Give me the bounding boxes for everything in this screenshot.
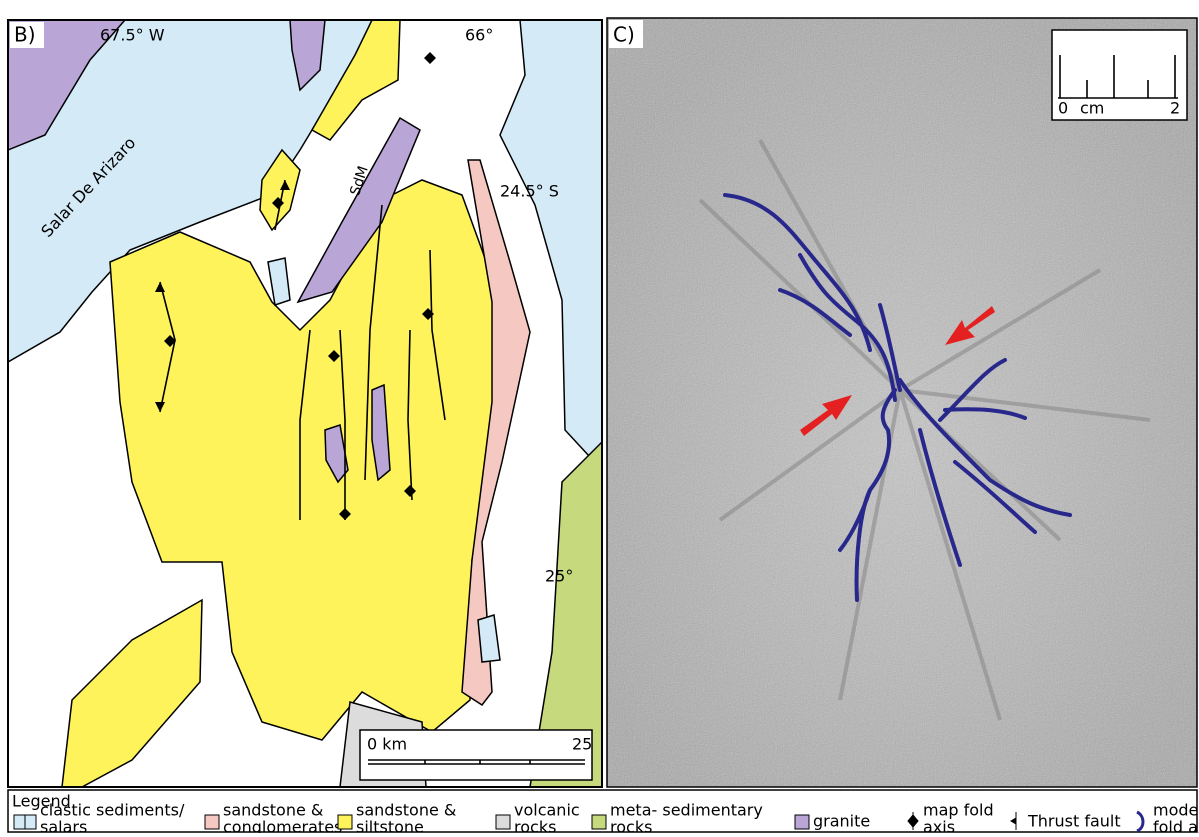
legend-label: siltstone: [356, 818, 424, 834]
longitude-label: 66°: [465, 26, 493, 45]
legend-swatch: [338, 815, 352, 829]
legend-label: rocks: [610, 818, 652, 834]
panel-label: C): [613, 23, 635, 47]
latitude-label: 24.5° S: [500, 182, 559, 201]
legend-swatch: [592, 815, 606, 829]
page: B) 67.5° W 66° 24.5° S 25° Salar De Ariz…: [0, 0, 1199, 833]
legend-label: Thrust fault: [1027, 812, 1121, 831]
panel-label: B): [14, 23, 36, 47]
legend-label: granite: [813, 812, 870, 831]
scale-unit: cm: [1080, 99, 1104, 118]
latitude-label: 25°: [545, 567, 573, 586]
model-photo: [607, 18, 1197, 787]
longitude-label: 67.5° W: [100, 26, 165, 45]
legend-label: fold axis: [1153, 818, 1199, 834]
legend-label: axis: [923, 818, 955, 834]
figure: B) 67.5° W 66° 24.5° S 25° Salar De Ariz…: [0, 0, 1199, 833]
legend-label: conglomerates: [223, 818, 342, 834]
legend-label: rocks: [514, 818, 556, 834]
scale-start: 0: [1058, 99, 1068, 118]
scale-start: 0 km: [367, 735, 407, 754]
scale-end: 2: [1170, 99, 1180, 118]
legend-label: salars: [40, 818, 87, 834]
legend-swatch: [795, 815, 809, 829]
legend-swatch: [496, 815, 510, 829]
legend-swatch: [205, 815, 219, 829]
scale-end: 25: [572, 735, 592, 754]
geologic-map: [8, 20, 602, 787]
